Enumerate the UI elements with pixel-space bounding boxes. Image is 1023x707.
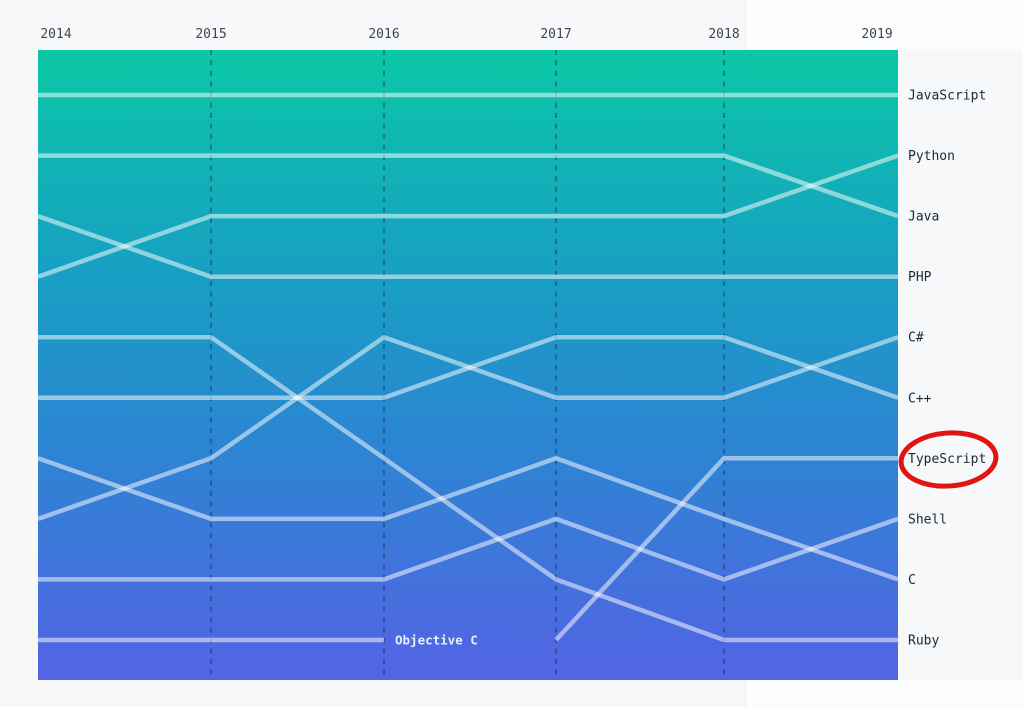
rank-line-c [37,456,899,582]
language-label-javascript: JavaScript [908,89,986,104]
rank-line-c- [38,334,899,401]
rank-line-python [37,153,899,279]
year-label-2019: 2019 [861,27,892,42]
year-label-2016: 2016 [368,27,399,42]
year-label-2014: 2014 [40,27,71,42]
red-circle-annotation [898,430,999,489]
language-label-java: Java [908,210,939,225]
language-label-python: Python [908,149,955,164]
year-label-2017: 2017 [540,27,571,42]
language-label-objective-c: Objective C [395,633,478,648]
rank-line-php [37,213,898,279]
language-label-c-: C++ [908,391,932,406]
rank-line-typescript [554,456,898,642]
language-label-php: PHP [908,270,932,285]
language-label-c-: C# [908,331,924,346]
language-label-typescript: TypeScript [908,452,986,467]
language-label-c: C [908,573,916,588]
rank-line-shell [38,516,899,582]
language-label-shell: Shell [908,512,947,527]
bottom-right-panel [745,680,1023,707]
top-right-panel [745,0,1023,50]
year-label-2018: 2018 [708,27,739,42]
year-label-2015: 2015 [195,27,226,42]
rank-line-ruby [38,334,898,643]
language-label-ruby: Ruby [908,634,939,649]
rank-line-java [38,153,899,219]
